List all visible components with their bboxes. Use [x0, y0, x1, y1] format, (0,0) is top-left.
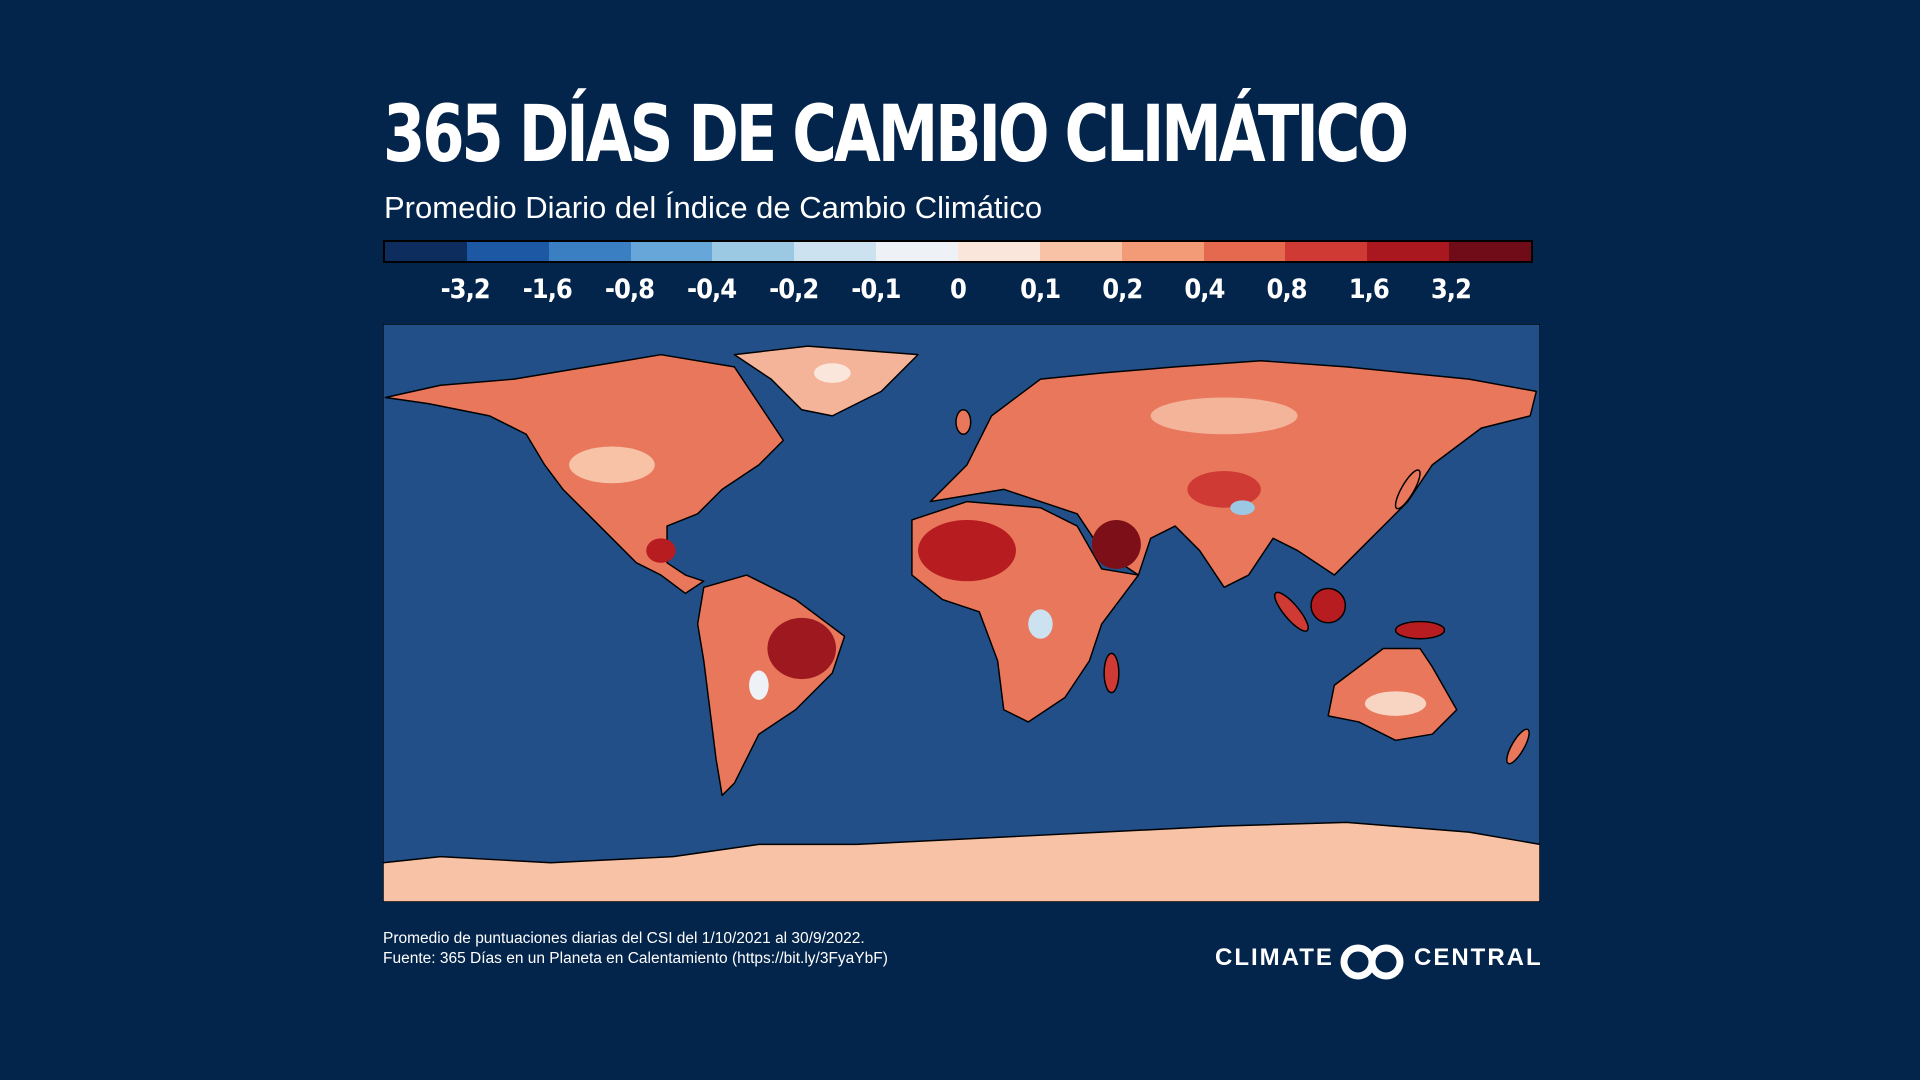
color-swatch [1285, 242, 1368, 261]
title: 365 DÍAS DE CAMBIO CLIMÁTICO [383, 90, 1409, 180]
new-zealand [1506, 728, 1530, 765]
mild-area [569, 446, 655, 484]
hot-area [1187, 470, 1261, 508]
color-bar-label: 0,4 [1184, 274, 1225, 305]
hot-area [767, 617, 837, 680]
color-bar-label: -0,8 [604, 274, 655, 305]
color-swatch [876, 242, 959, 261]
color-bar-label: -1,6 [522, 274, 573, 305]
color-swatch [1039, 242, 1122, 261]
uk [955, 409, 972, 435]
madagascar [1103, 652, 1120, 694]
color-swatch [1449, 242, 1532, 261]
footnote: Promedio de puntuaciones diarias del CSI… [383, 930, 865, 947]
color-bar-label: -0,1 [851, 274, 901, 305]
color-swatch [1203, 242, 1286, 261]
logo-mark [1340, 944, 1404, 980]
japan [1394, 469, 1421, 510]
logo-right: CENTRAL [1414, 944, 1543, 971]
shading [569, 363, 1427, 716]
color-bar-label: -0,2 [769, 274, 819, 305]
borneo [1310, 587, 1347, 624]
mild-area [1150, 397, 1298, 435]
color-swatch [794, 242, 877, 261]
logo-left: CLIMATE [1215, 944, 1334, 971]
footnote: Fuente: 365 Días en un Planeta en Calent… [383, 950, 888, 967]
hot-area [1091, 519, 1141, 569]
cool-area [1230, 500, 1255, 516]
color-swatch [385, 242, 467, 261]
color-bar-label: -0,4 [687, 274, 737, 305]
color-swatch [1367, 242, 1450, 261]
color-bar-label: 0,1 [1020, 274, 1061, 305]
color-bar-label: 1,6 [1348, 274, 1390, 305]
cool-area [1028, 609, 1053, 639]
color-bar-labels: -3,2 -1,6 -0,8 -0,4 -0,2 -0,1 0 0,1 0,2 0,4 0,8 1,6… [383, 274, 1533, 310]
map [383, 324, 1540, 902]
color-bar-label: 3,2 [1430, 274, 1472, 305]
cool-area [749, 670, 769, 700]
color-bar-label: 0,8 [1266, 274, 1308, 305]
hot-area [646, 538, 676, 563]
hot-area [918, 519, 1016, 582]
color-bar-label: -3,2 [440, 274, 491, 305]
color-swatch [1121, 242, 1204, 261]
new-guinea [1394, 620, 1446, 640]
mild-area [813, 363, 851, 383]
antarctica [383, 821, 1540, 902]
color-swatch [630, 242, 713, 261]
mild-area [1364, 691, 1427, 716]
color-bar [383, 240, 1533, 263]
subtitle: Promedio Diario del Índice de Cambio Cli… [384, 190, 1043, 225]
color-bar-label: 0 [950, 274, 967, 305]
sumatra [1274, 591, 1309, 632]
color-swatch [712, 242, 795, 261]
color-swatch [958, 242, 1040, 261]
color-swatch [548, 242, 631, 261]
color-swatch [466, 242, 549, 261]
color-bar-label: 0,2 [1102, 274, 1143, 305]
